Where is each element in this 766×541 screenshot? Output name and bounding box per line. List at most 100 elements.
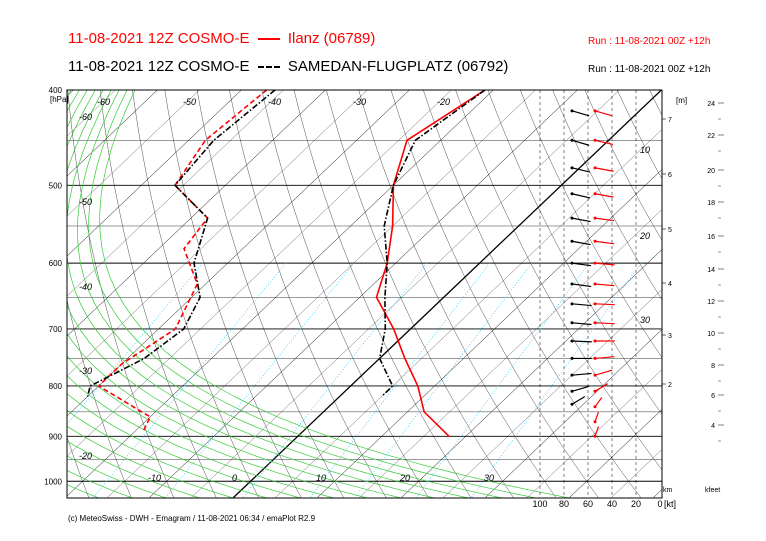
height-kfeet-tick-label: 16	[707, 234, 715, 241]
isotherm-line	[526, 369, 662, 498]
wind-ilanz-barb	[594, 110, 613, 117]
wind-ilanz-barb-point	[593, 109, 597, 113]
isotherm-line	[148, 90, 578, 498]
height-km-label: km	[663, 487, 673, 494]
dry-adiabat-line	[164, 90, 302, 498]
wind-samedan-barb	[571, 283, 592, 288]
isotherm-label-left: -30	[79, 366, 92, 376]
height-kfeet-tick-label: 6	[711, 393, 715, 400]
isotherm-line	[67, 90, 284, 297]
moist-adiabat-line	[99, 90, 570, 498]
isotherm-line	[67, 90, 242, 257]
mixing-ratio-line	[67, 262, 204, 426]
isotherm-line	[67, 90, 494, 497]
isotherm-line	[484, 329, 662, 498]
wind-samedan-barb-point	[570, 282, 574, 286]
isotherm-label-bottom: 30	[484, 473, 494, 483]
moist-adiabat-line	[77, 90, 502, 498]
wind-samedan-barb-point	[570, 339, 574, 343]
isotherm-line	[316, 169, 662, 498]
isotherm-label-bottom: 10	[316, 473, 326, 483]
dry-adiabat-line	[520, 90, 662, 358]
wind-samedan-barb-point	[570, 402, 574, 406]
wind-samedan-barb-point	[570, 109, 574, 113]
isotherm-label-left: -40	[79, 282, 92, 292]
dry-adiabat-line	[552, 90, 662, 301]
dry-adiabat-line	[196, 90, 344, 498]
isotherm-line	[358, 209, 662, 498]
dry-adiabat-line	[67, 90, 175, 498]
wind-samedan-barb-point	[570, 321, 574, 325]
wind-ilanz-barb-point	[593, 356, 597, 360]
isotherm-line	[652, 489, 662, 498]
isotherm-line	[568, 409, 662, 498]
wind-samedan-barb	[571, 139, 590, 146]
isotherm-label-top: -50	[183, 97, 196, 107]
isotherm-label-top: -20	[437, 97, 450, 107]
wind-ilanz-barb-point	[593, 405, 597, 409]
height-kfeet-tick-label: 10	[707, 331, 715, 338]
isotherm-label-bottom: 0	[232, 473, 237, 483]
moist-adiabat-line	[67, 90, 402, 498]
wind-speed-label: 20	[639, 231, 650, 241]
wind-samedan-barb-point	[570, 192, 574, 196]
dry-adiabat-line	[67, 436, 90, 498]
dry-adiabat-line	[0, 90, 46, 498]
run-info-ilanz: Run : 11-08-2021 00Z +12h	[588, 36, 711, 47]
isotherm-label-bottom: 20	[399, 473, 410, 483]
dry-adiabat-line	[682, 90, 766, 498]
header-station-ilanz: Ilanz (06789)	[287, 30, 376, 47]
dry-adiabat-line	[293, 90, 472, 498]
isotherm-line	[274, 129, 662, 498]
dry-adiabat-line	[584, 90, 662, 241]
wind-samedan-barb	[571, 322, 592, 326]
wind-ilanz-barb-point	[593, 282, 597, 286]
y-axis-label: [hPa]	[50, 95, 69, 104]
dry-adiabat-line	[358, 90, 557, 498]
isotherm-label-left: -20	[79, 451, 92, 461]
isotherm-label-bottom: -10	[148, 473, 161, 483]
wind-speed-label: 30	[640, 315, 650, 325]
height-kfeet-tick-label: 22	[707, 133, 715, 140]
isotherm-line	[695, 90, 766, 498]
plot-frame	[66, 89, 663, 499]
profile-dewpoint-line	[97, 90, 268, 432]
isotherm-line	[400, 249, 662, 498]
wind-axis-tick-label: 60	[583, 499, 593, 509]
wind-ilanz-barb-point	[593, 239, 597, 243]
isotherm-label-left: -60	[79, 112, 92, 122]
ilanz-legend-swatch	[257, 38, 280, 41]
isotherm-line	[67, 90, 410, 417]
wind-samedan-barb-point	[570, 138, 574, 142]
wind-samedan-barb	[571, 340, 592, 343]
profile-temperature-line	[375, 90, 486, 437]
header-model-samedan: 11-08-2021 12Z COSMO-E	[68, 58, 250, 75]
moist-adiabat-line	[67, 440, 200, 498]
wind-ilanz-barb	[594, 303, 615, 306]
wind-samedan-barb-point	[570, 216, 574, 220]
isotherm-line	[67, 90, 452, 457]
wind-ilanz-barb	[594, 322, 615, 325]
moist-adiabat-line	[67, 90, 334, 498]
height-kfeet-tick-label: 20	[707, 168, 715, 175]
height-km-tick-label: 6	[668, 172, 672, 179]
mixing-ratio-line	[309, 262, 491, 498]
isotherm-line	[67, 90, 200, 217]
samedan-legend-swatch	[257, 66, 280, 69]
mixing-ratio-line	[354, 262, 533, 498]
height-km-tick-label: 2	[668, 382, 672, 389]
wind-samedan-barb-point	[570, 389, 574, 393]
wind-samedan-barb	[571, 167, 591, 173]
isotherm-line	[67, 90, 158, 177]
dry-adiabat-line	[326, 90, 514, 498]
wind-ilanz-barb	[594, 426, 600, 437]
wind-ilanz-barb	[594, 240, 615, 245]
wind-ilanz-barb	[594, 283, 615, 287]
wind-ilanz-barb	[594, 167, 614, 172]
wind-speed-label: 10	[640, 145, 650, 155]
dry-adiabat-line	[649, 90, 662, 116]
isotherm-label-top: -30	[353, 97, 366, 107]
pressure-tick-label: 900	[49, 432, 63, 441]
moist-adiabat-line	[67, 470, 133, 498]
